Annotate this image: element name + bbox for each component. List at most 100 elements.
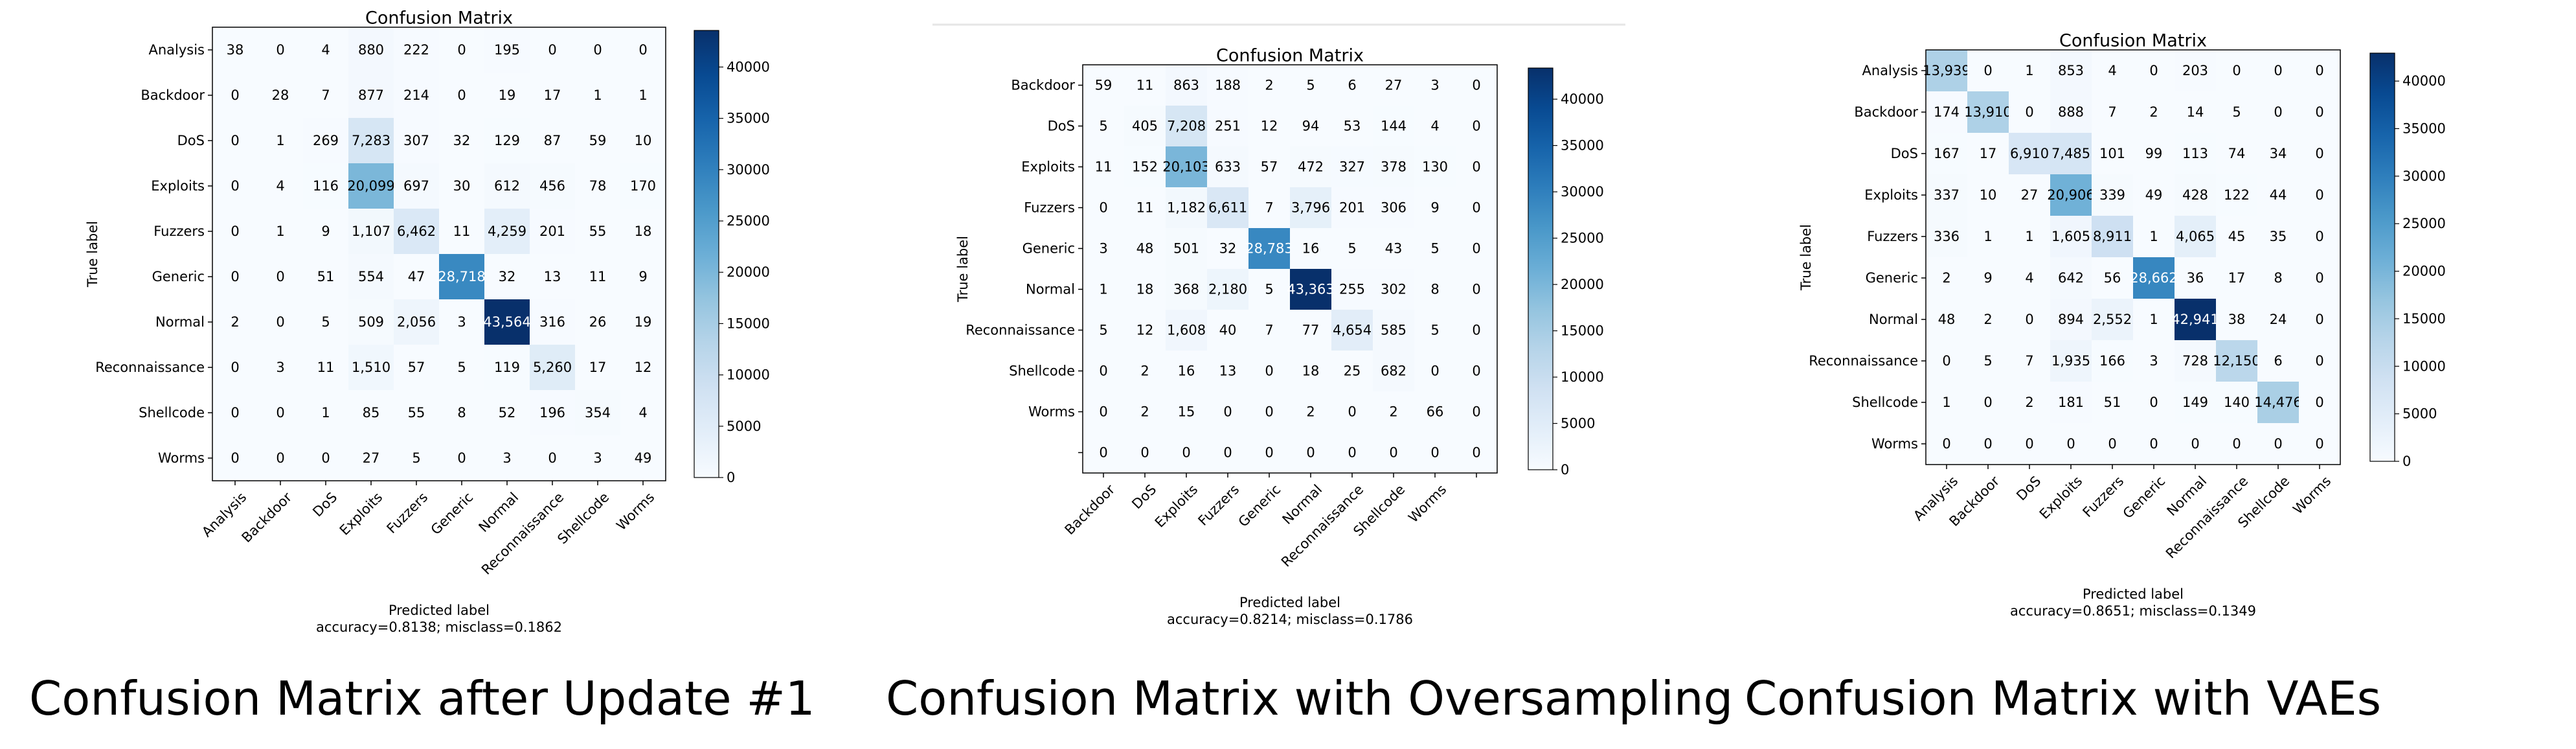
matrix-cell — [484, 118, 530, 164]
matrix-cell — [2009, 423, 2051, 465]
cell-value: 0 — [2232, 63, 2241, 78]
matrix-cell — [1166, 310, 1208, 351]
matrix-cell — [1124, 351, 1166, 392]
matrix-cell — [2050, 216, 2092, 258]
y-tick-label: Analysis — [148, 42, 205, 58]
x-tick-label: DoS — [1129, 481, 1159, 512]
cell-value: 14 — [2187, 104, 2204, 120]
matrix-cell — [1083, 187, 1125, 229]
matrix-cell — [2009, 91, 2051, 133]
matrix-cell — [1290, 432, 1332, 474]
matrix-cell — [1207, 310, 1249, 351]
matrix-cell — [2092, 257, 2134, 299]
matrix-cell — [394, 209, 440, 255]
colorbar-tick-label: 0 — [1561, 462, 1569, 478]
x-tick-label: Normal — [476, 489, 522, 535]
y-tick-label: Reconnaissance — [1809, 353, 1918, 369]
cell-value: 0 — [2274, 63, 2282, 78]
cell-value: 337 — [1934, 187, 1960, 203]
cell-value: 28 — [272, 87, 289, 103]
matrix-cell — [2050, 340, 2092, 382]
matrix-cell — [1248, 106, 1291, 147]
cell-value: 0 — [276, 42, 284, 58]
cell-value: 0 — [2066, 436, 2075, 452]
cell-value: 0 — [231, 269, 239, 284]
matrix-cell — [212, 27, 258, 73]
colorbar-tick-label: 20000 — [727, 264, 770, 280]
matrix-cell — [2257, 340, 2299, 382]
matrix-cell — [575, 254, 621, 300]
matrix-cell — [2257, 423, 2299, 465]
cell-value: 554 — [358, 269, 384, 284]
matrix-cell — [1331, 106, 1373, 147]
colorbar-tick-label: 10000 — [727, 367, 770, 383]
cell-value: 0 — [1983, 395, 1992, 410]
cell-value: 0 — [2315, 353, 2323, 369]
cell-value: 51 — [2104, 395, 2121, 410]
matrix-cell — [1373, 228, 1415, 270]
matrix-cell — [348, 163, 394, 209]
colorbar — [2369, 52, 2395, 462]
cell-value: 116 — [313, 178, 339, 194]
matrix-cell — [2133, 216, 2175, 258]
plot-frame — [1082, 64, 1498, 474]
cell-value: 0 — [1099, 404, 1107, 420]
cell-value: 0 — [1182, 445, 1190, 461]
cell-value: 5 — [412, 450, 420, 466]
matrix-cell — [1926, 257, 1968, 299]
matrix-cell — [2009, 216, 2051, 258]
cell-value: 11 — [1095, 159, 1113, 175]
cell-value: 0 — [1472, 282, 1480, 297]
cell-value: 0 — [1389, 445, 1397, 461]
matrix-cell — [1083, 269, 1125, 310]
matrix-cell — [258, 163, 304, 209]
x-tick-label: Fuzzers — [1195, 481, 1243, 529]
matrix-cell — [348, 254, 394, 300]
matrix-cell — [1290, 351, 1332, 392]
cell-value: 0 — [457, 87, 466, 103]
cell-value: 99 — [2145, 146, 2163, 161]
matrix-cell — [2299, 50, 2341, 92]
matrix-cell — [530, 390, 576, 436]
matrix-cell — [394, 345, 440, 391]
matrix-cell — [348, 299, 394, 345]
cell-value: 0 — [2315, 436, 2323, 452]
cell-value: 113 — [2182, 146, 2208, 161]
cell-value: 7,485 — [2051, 146, 2090, 161]
matrix-cell — [2299, 299, 2341, 341]
matrix-cell — [1331, 146, 1373, 188]
matrix-cell — [1083, 106, 1125, 147]
y-tick-label: DoS — [177, 133, 205, 148]
cell-value: 40 — [1219, 323, 1237, 338]
cell-value: 0 — [1265, 445, 1273, 461]
matrix-cell — [620, 209, 666, 255]
cell-value: 0 — [2149, 395, 2158, 410]
cell-value: 1 — [2149, 229, 2158, 244]
matrix-cell — [2175, 340, 2217, 382]
cell-value: 5 — [1099, 323, 1107, 338]
matrix-cell — [2133, 299, 2175, 341]
cell-value: 181 — [2058, 395, 2084, 410]
cell-value: 0 — [2315, 63, 2323, 78]
matrix-cell — [258, 435, 304, 481]
matrix-cell — [2299, 133, 2341, 175]
colorbar-tick-label: 35000 — [727, 111, 770, 126]
matrix-cell — [439, 390, 485, 436]
matrix-cell — [2050, 133, 2092, 175]
y-tick-label: Exploits — [151, 178, 205, 194]
cell-value: 0 — [1348, 445, 1356, 461]
matrix-cell — [484, 27, 530, 73]
matrix-cell — [1926, 423, 1968, 465]
matrix-cell — [2216, 133, 2258, 175]
matrix-cell — [2175, 50, 2217, 92]
cell-value: 19 — [499, 87, 516, 103]
cell-value: 11 — [1136, 78, 1154, 93]
matrix-cell — [2175, 257, 2217, 299]
cell-value: 3 — [1099, 241, 1107, 257]
matrix-cell — [348, 27, 394, 73]
matrix-cell — [1166, 269, 1208, 310]
cell-value: 0 — [638, 42, 647, 58]
matrix-cell — [2216, 299, 2258, 341]
matrix-cell — [2257, 174, 2299, 216]
